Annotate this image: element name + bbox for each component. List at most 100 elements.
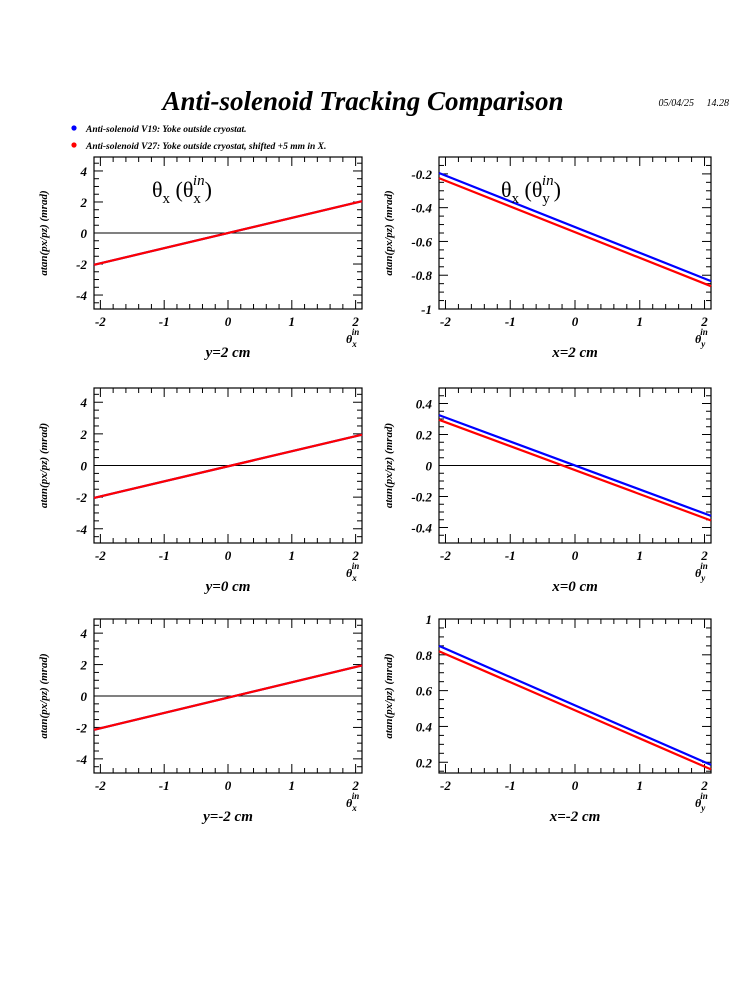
x-tick-label: 0	[225, 548, 232, 563]
x-tick-label: -2	[440, 314, 451, 329]
y-axis-label: atan(px/pz) (mrad)	[38, 423, 50, 508]
y-tick-label: -1	[421, 302, 432, 317]
x-tick-label: -1	[505, 778, 516, 793]
x-tick-label: 2	[351, 778, 359, 793]
chart-panel: -2 -1 0 1 2 0.2 0.4 0.6 0.8 1 atan(px/pz) (mrad) θy…	[383, 612, 712, 825]
legend-marker	[71, 125, 77, 131]
x-tick-label: 1	[289, 548, 296, 563]
panel-caption: y=2 cm	[204, 345, 251, 361]
y-tick-label: -4	[76, 522, 87, 537]
plot-frame	[438, 618, 712, 774]
y-tick-label: -0.2	[411, 490, 432, 505]
y-tick-label: 4	[80, 395, 88, 410]
x-tick-label: 2	[351, 314, 359, 329]
x-axis-label: θyin	[695, 791, 708, 813]
x-axis-label: θxin	[346, 561, 359, 583]
legend-label: Anti-solenoid V19: Yoke outside cryostat…	[85, 125, 247, 135]
y-tick-label: -2	[76, 490, 87, 505]
y-tick-label: -2	[76, 257, 87, 272]
y-tick-label: -0.8	[411, 268, 432, 283]
y-tick-label: -0.4	[411, 201, 432, 216]
y-axis-label: atan(px/pz) (mrad)	[38, 190, 50, 275]
panel-caption: x=2 cm	[551, 345, 598, 361]
x-axis-label: θxin	[346, 327, 359, 349]
series-line	[93, 200, 363, 266]
x-axis-label: θyin	[695, 327, 708, 349]
x-tick-label: 1	[637, 778, 644, 793]
y-tick-label: 0.6	[416, 684, 433, 699]
x-tick-label: 2	[700, 778, 708, 793]
y-tick-label: 0.4	[416, 719, 433, 734]
x-tick-label: -1	[505, 548, 516, 563]
series-line	[438, 414, 712, 517]
x-tick-label: 2	[700, 314, 708, 329]
x-tick-label: -2	[440, 778, 451, 793]
y-tick-label: -0.6	[411, 234, 432, 249]
x-tick-label: 0	[572, 778, 579, 793]
legend-label: Anti-solenoid V27: Yoke outside cryostat…	[85, 142, 326, 152]
x-tick-label: 2	[351, 548, 359, 563]
legend: Anti-solenoid V19: Yoke outside cryostat…	[71, 125, 326, 152]
chart-panel: -2 -1 0 1 2 -4 -2 0 2 4 atan(px/pz) (mrad) θxin y=2 …	[38, 156, 363, 361]
x-tick-label: -2	[95, 314, 106, 329]
y-tick-label: 4	[80, 164, 88, 179]
y-tick-label: 0	[81, 689, 88, 704]
series-line	[438, 418, 712, 522]
panel-caption: x=0 cm	[551, 579, 598, 595]
x-tick-label: -1	[159, 314, 170, 329]
time-stamp: 14.28	[707, 98, 730, 109]
y-tick-label: -0.2	[411, 167, 432, 182]
y-tick-label: 0.4	[416, 397, 433, 412]
series-line	[438, 171, 712, 283]
x-tick-label: -1	[159, 548, 170, 563]
x-tick-label: 1	[289, 778, 296, 793]
x-tick-label: -1	[505, 314, 516, 329]
panel-caption: x=-2 cm	[549, 809, 601, 825]
chart-panel: -2 -1 0 1 2 -4 -2 0 2 4 atan(px/pz) (mrad) θxin y=-2…	[38, 618, 363, 825]
y-tick-label: 0.8	[416, 648, 433, 663]
series-line	[438, 177, 712, 288]
x-tick-label: 0	[225, 314, 232, 329]
x-tick-label: 1	[637, 314, 644, 329]
x-tick-label: -2	[440, 548, 451, 563]
y-axis-label: atan(px/pz) (mrad)	[383, 190, 395, 275]
y-tick-label: 4	[80, 626, 88, 641]
y-axis-label: atan(px/pz) (mrad)	[38, 653, 50, 738]
x-axis-label: θyin	[695, 561, 708, 583]
panel-inset-label: θx (θyin)	[501, 173, 561, 207]
y-tick-label: 0	[426, 459, 433, 474]
y-tick-label: 0.2	[416, 755, 433, 770]
series-line	[438, 644, 712, 766]
panel-caption: y=-2 cm	[201, 809, 253, 825]
chart-panel: -2 -1 0 1 2 -0.4 -0.2 0 0.2 0.4 atan(px/pz) (mrad)…	[383, 387, 712, 595]
panel-caption: y=0 cm	[204, 579, 251, 595]
panel-inset-label: θx (θxin)	[152, 173, 212, 207]
series-line	[93, 664, 363, 731]
legend-entry: Anti-solenoid V19: Yoke outside cryostat…	[71, 125, 247, 135]
y-tick-label: 0.2	[416, 428, 433, 443]
y-tick-label: -4	[76, 288, 87, 303]
x-tick-label: 2	[700, 548, 708, 563]
x-tick-label: 0	[572, 314, 579, 329]
x-tick-label: -1	[159, 778, 170, 793]
y-tick-label: 2	[80, 427, 88, 442]
y-tick-label: 2	[80, 195, 88, 210]
series-line	[438, 650, 712, 771]
legend-entry: Anti-solenoid V27: Yoke outside cryostat…	[71, 142, 326, 152]
page-title: Anti-solenoid Tracking Comparison	[160, 86, 563, 116]
x-tick-label: -2	[95, 548, 106, 563]
y-tick-label: -4	[76, 752, 87, 767]
x-tick-label: 1	[289, 314, 296, 329]
y-axis-label: atan(px/pz) (mrad)	[383, 423, 395, 508]
y-tick-label: 0	[81, 459, 88, 474]
legend-marker	[71, 142, 77, 148]
y-tick-label: 0	[81, 226, 88, 241]
y-tick-label: -2	[76, 720, 87, 735]
y-tick-label: 1	[426, 612, 433, 627]
date-stamp: 05/04/25	[658, 98, 694, 109]
x-tick-label: -2	[95, 778, 106, 793]
x-tick-label: 0	[572, 548, 579, 563]
y-tick-label: 2	[80, 658, 88, 673]
y-tick-label: -0.4	[411, 521, 432, 536]
